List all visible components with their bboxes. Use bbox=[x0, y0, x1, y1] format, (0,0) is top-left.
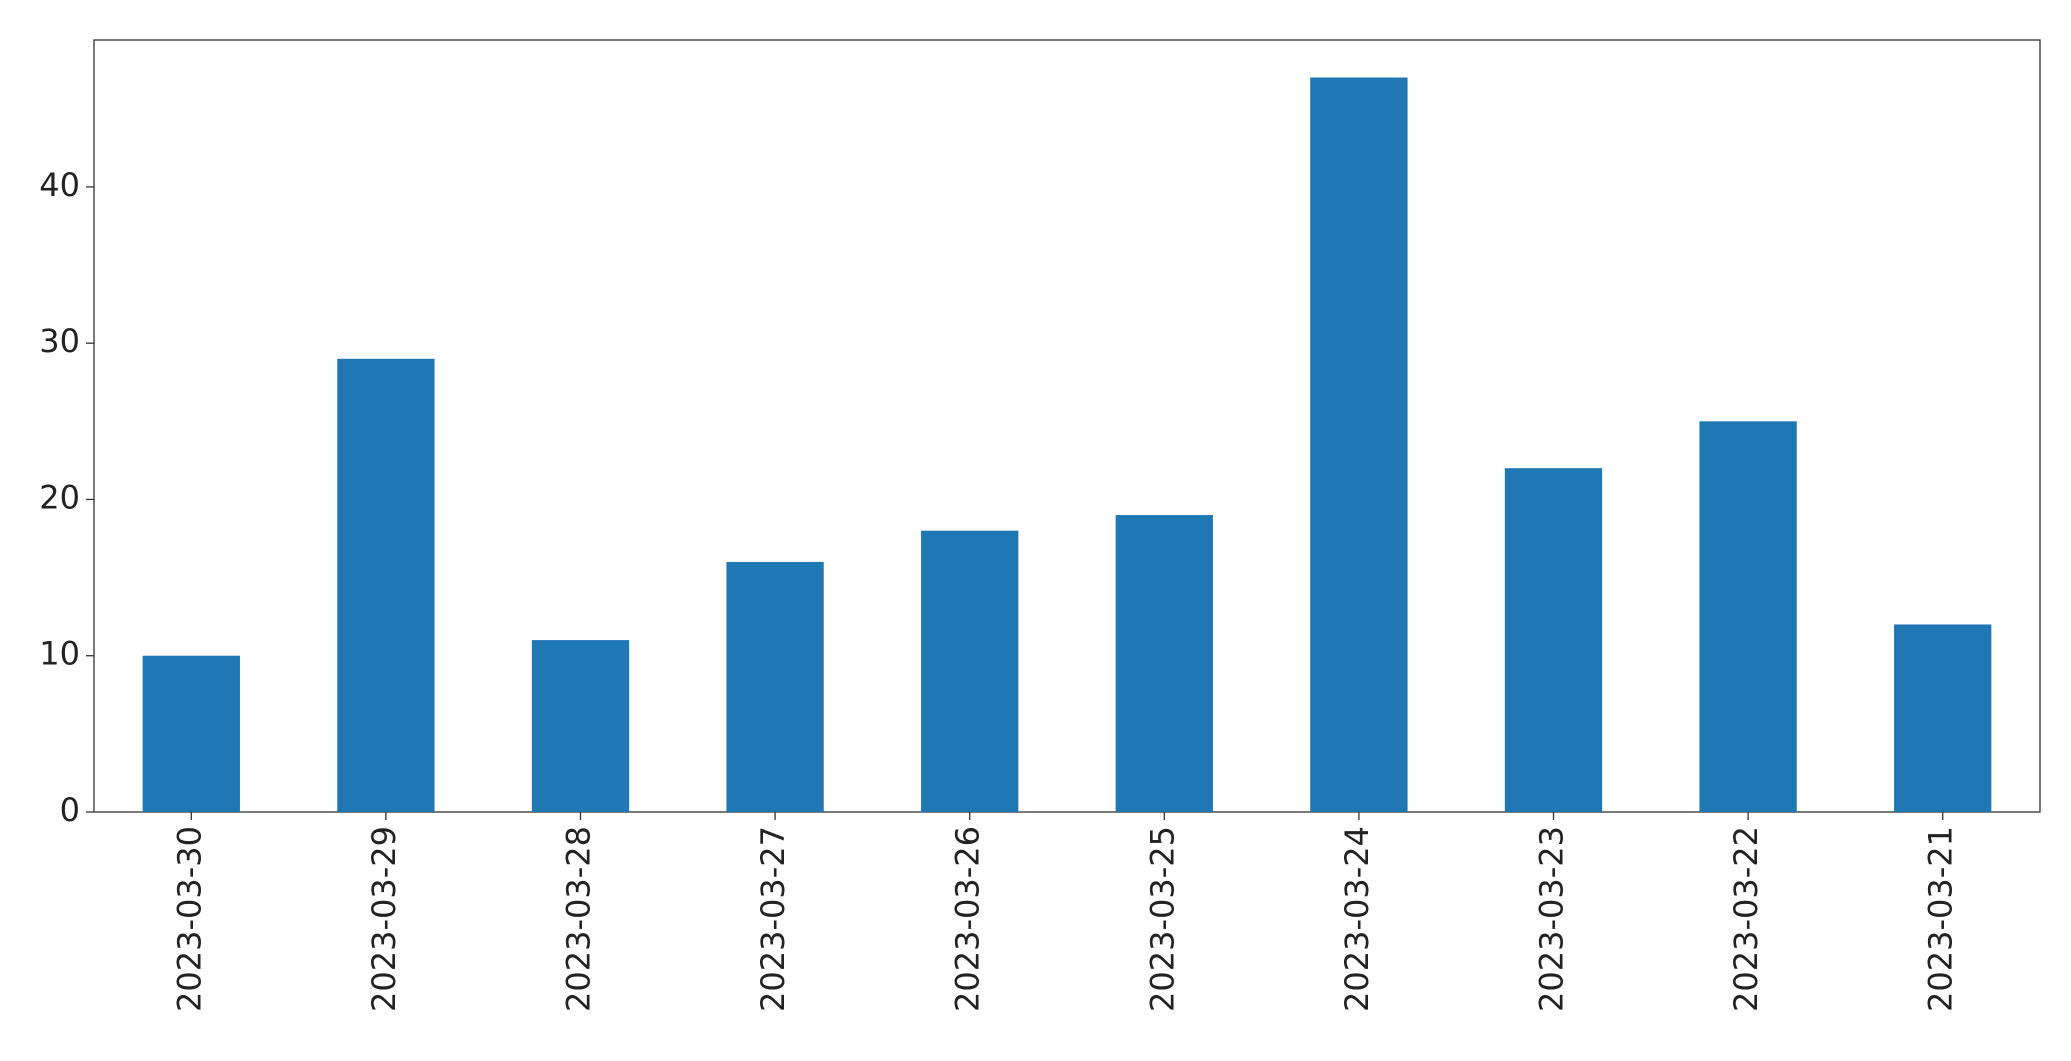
x-tick-label: 2023-03-24 bbox=[1338, 826, 1376, 1012]
x-tick-label: 2023-03-27 bbox=[754, 826, 792, 1012]
x-tick-label: 2023-03-21 bbox=[1922, 826, 1960, 1012]
x-tick-label: 2023-03-28 bbox=[560, 826, 598, 1012]
bar bbox=[142, 655, 240, 812]
y-tick-label: 10 bbox=[39, 635, 80, 673]
y-tick-label: 40 bbox=[39, 166, 80, 204]
bar bbox=[1894, 624, 1992, 812]
bar bbox=[1504, 468, 1603, 812]
x-tick-label: 2023-03-22 bbox=[1727, 826, 1765, 1012]
bar bbox=[1699, 421, 1797, 812]
x-tick-label: 2023-03-26 bbox=[949, 826, 987, 1012]
x-tick-label: 2023-03-25 bbox=[1143, 826, 1181, 1012]
bar bbox=[921, 530, 1019, 812]
y-tick-label: 0 bbox=[60, 791, 80, 829]
x-tick-label: 2023-03-30 bbox=[170, 826, 208, 1012]
plot-frame bbox=[93, 39, 2041, 813]
bar bbox=[1115, 515, 1213, 812]
x-tick-label: 2023-03-23 bbox=[1533, 826, 1571, 1012]
bar bbox=[726, 561, 824, 812]
x-tick-label: 2023-03-29 bbox=[365, 826, 403, 1012]
bar bbox=[337, 358, 435, 812]
bar bbox=[531, 640, 630, 812]
y-tick-label: 30 bbox=[39, 322, 80, 360]
bar bbox=[1310, 77, 1408, 812]
y-tick-label: 20 bbox=[39, 478, 80, 516]
